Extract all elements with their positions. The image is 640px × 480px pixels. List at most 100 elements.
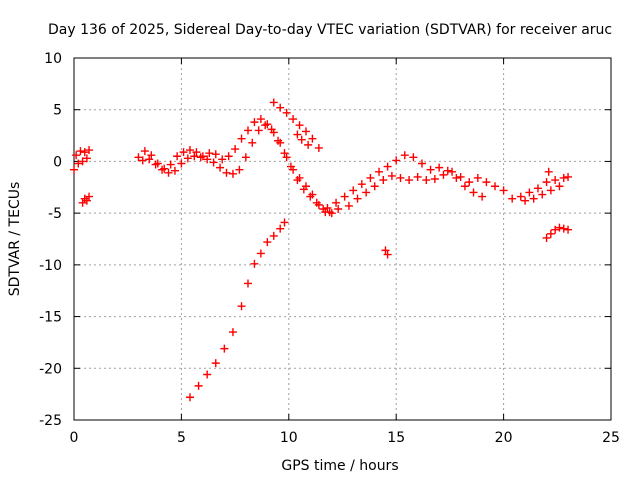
data-point [276, 103, 285, 112]
data-point [138, 156, 147, 165]
data-point [177, 159, 186, 168]
data-point [211, 359, 220, 368]
data-point [417, 159, 426, 168]
data-point [254, 126, 263, 135]
data-point [551, 176, 560, 185]
data-point [211, 150, 220, 159]
y-tick-label: 10 [44, 51, 62, 67]
y-tick-label: -20 [39, 361, 62, 377]
grid [74, 58, 611, 420]
data-point [299, 185, 308, 194]
data-point [82, 154, 91, 163]
data-point [222, 168, 231, 177]
data-point [243, 126, 252, 135]
data-point [147, 151, 156, 160]
data-point [542, 233, 551, 242]
data-point [334, 205, 343, 214]
data-point [366, 173, 375, 182]
data-point [473, 173, 482, 182]
data-point [304, 140, 313, 149]
data-point [555, 223, 564, 232]
data-point [551, 225, 560, 234]
data-point [430, 175, 439, 184]
x-tick-label: 20 [495, 430, 513, 446]
data-point [529, 194, 538, 203]
data-point [263, 238, 272, 247]
data-point [295, 121, 304, 130]
data-point [250, 118, 259, 127]
data-point [439, 170, 448, 179]
y-tick-label: 5 [53, 103, 62, 119]
data-point [465, 178, 474, 187]
data-point [301, 127, 310, 136]
data-point [396, 173, 405, 182]
data-point [134, 153, 143, 162]
data-point [286, 162, 295, 171]
data-point [521, 196, 530, 205]
data-point [400, 151, 409, 160]
data-point [74, 159, 83, 168]
x-axis-label: GPS time / hours [281, 458, 398, 474]
data-point [183, 154, 192, 163]
y-tick-label: -15 [39, 310, 62, 326]
data-point [70, 165, 78, 174]
data-point [228, 169, 237, 178]
data-point [349, 186, 358, 195]
plot-frame [73, 57, 612, 421]
data-point [452, 173, 461, 182]
data-point [203, 155, 212, 164]
data-point [140, 147, 149, 156]
data-point [542, 178, 551, 187]
data-point [426, 165, 435, 174]
data-point [274, 136, 283, 145]
data-point [173, 152, 182, 161]
data-point [516, 192, 525, 201]
data-point [276, 224, 285, 233]
data-point [370, 182, 379, 191]
x-tick-label: 5 [177, 430, 186, 446]
y-tick-label: -10 [39, 258, 62, 274]
data-point [325, 208, 334, 217]
data-point [196, 153, 205, 162]
data-point [248, 138, 257, 147]
data-point [559, 173, 568, 182]
data-point [443, 166, 452, 175]
data-point [218, 155, 227, 164]
data-point [224, 152, 233, 161]
data-point [413, 172, 422, 181]
data-point [282, 108, 291, 117]
data-point [216, 163, 225, 172]
data-point [525, 188, 534, 197]
data-point [409, 153, 418, 162]
data-point [280, 218, 289, 227]
data-point [293, 130, 302, 139]
data-point [308, 134, 317, 143]
data-point [170, 166, 179, 175]
y-tick-label: 0 [53, 154, 62, 170]
x-tick-label: 0 [70, 430, 79, 446]
data-point [478, 192, 487, 201]
data-point [319, 205, 328, 214]
data-point [241, 153, 250, 162]
data-point [387, 171, 396, 180]
data-point [282, 153, 291, 162]
data-point [353, 194, 362, 203]
x-tick-label: 25 [602, 430, 620, 446]
data-point [237, 302, 246, 311]
data-point [203, 370, 212, 379]
data-point [190, 152, 199, 161]
data-point [469, 188, 478, 197]
data-point [166, 160, 175, 169]
data-point [422, 176, 431, 185]
x-tick-label: 10 [280, 430, 298, 446]
data-point [185, 393, 194, 402]
data-point [344, 201, 353, 210]
data-point [82, 196, 91, 205]
data-point [362, 188, 371, 197]
data-point [435, 163, 444, 172]
data-point [340, 192, 349, 201]
data-point [237, 134, 246, 143]
data-point [544, 167, 553, 176]
data-point [546, 229, 555, 238]
data-point [192, 148, 201, 157]
